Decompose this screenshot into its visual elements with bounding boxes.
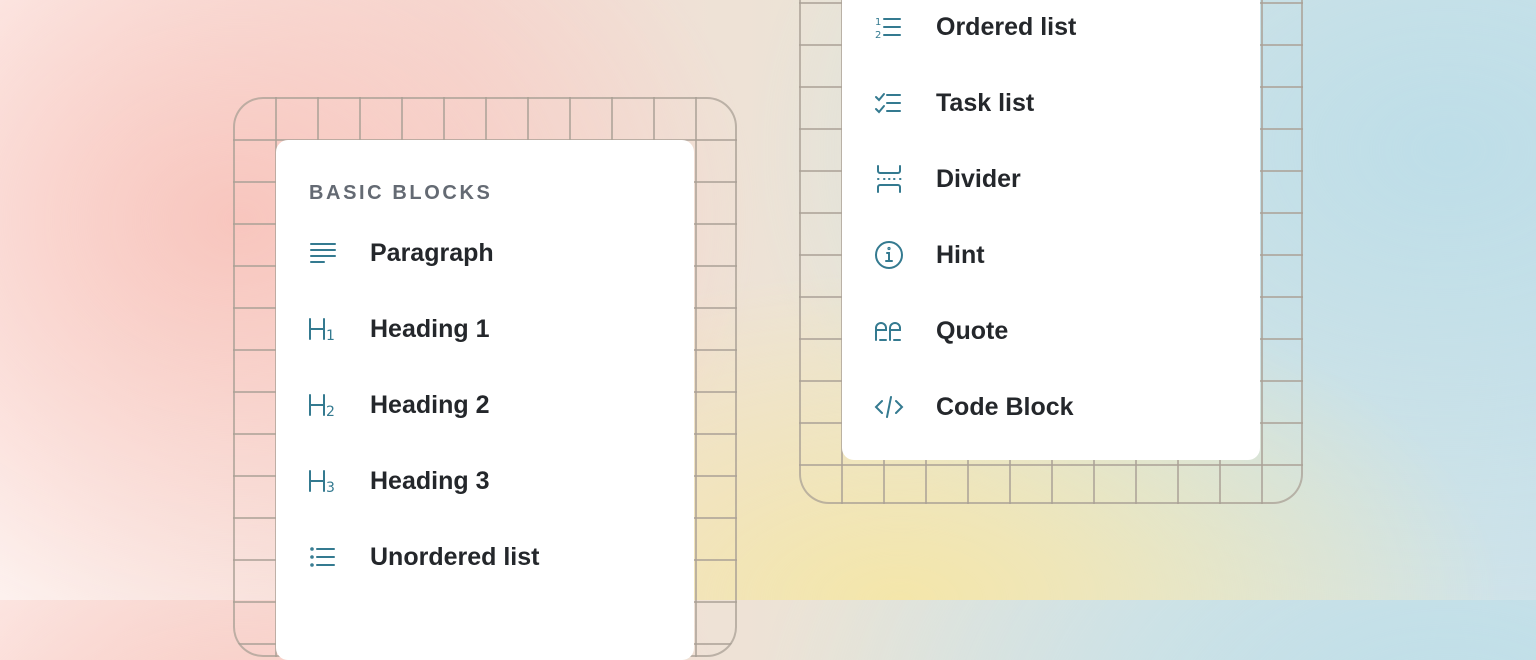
- heading-1-icon: 1: [306, 312, 340, 346]
- svg-text:3: 3: [326, 480, 335, 496]
- menu-item-heading-3[interactable]: 3 Heading 3: [276, 451, 694, 511]
- unordered-list-icon: [306, 540, 340, 574]
- svg-text:1: 1: [875, 17, 881, 28]
- menu-item-divider[interactable]: Divider: [842, 149, 1260, 209]
- menu-item-label: Quote: [936, 316, 1009, 345]
- menu-item-label: Task list: [936, 88, 1035, 117]
- block-menu-basic: BASIC BLOCKS Paragraph 1 Heading 1 2 Hea…: [276, 140, 694, 660]
- menu-item-label: Unordered list: [370, 542, 540, 571]
- menu-item-label: Heading 1: [370, 314, 490, 343]
- menu-item-label: Paragraph: [370, 238, 494, 267]
- menu-item-label: Hint: [936, 240, 985, 269]
- quote-icon: [872, 314, 906, 348]
- menu-item-label: Divider: [936, 164, 1021, 193]
- menu-item-paragraph[interactable]: Paragraph: [276, 223, 694, 283]
- divider-icon: [872, 162, 906, 196]
- menu-item-task-list[interactable]: Task list: [842, 73, 1260, 133]
- menu-item-label: Code Block: [936, 392, 1074, 421]
- svg-text:2: 2: [326, 404, 335, 420]
- heading-3-icon: 3: [306, 464, 340, 498]
- menu-item-label: Heading 3: [370, 466, 490, 495]
- menu-item-label: Ordered list: [936, 12, 1077, 41]
- menu-item-quote[interactable]: Quote: [842, 301, 1260, 361]
- menu-item-heading-2[interactable]: 2 Heading 2: [276, 375, 694, 435]
- code-icon: [872, 390, 906, 424]
- svg-text:1: 1: [326, 328, 335, 344]
- paragraph-icon: [306, 236, 340, 270]
- svg-text:2: 2: [875, 30, 881, 41]
- menu-item-hint[interactable]: Hint: [842, 225, 1260, 285]
- menu-item-unordered-list[interactable]: Unordered list: [276, 527, 694, 587]
- info-icon: [872, 238, 906, 272]
- menu-item-label: Heading 2: [370, 390, 490, 419]
- menu-item-heading-1[interactable]: 1 Heading 1: [276, 299, 694, 359]
- menu-item-code-block[interactable]: Code Block: [842, 377, 1260, 437]
- task-list-icon: [872, 86, 906, 120]
- heading-2-icon: 2: [306, 388, 340, 422]
- section-title: BASIC BLOCKS: [309, 182, 493, 204]
